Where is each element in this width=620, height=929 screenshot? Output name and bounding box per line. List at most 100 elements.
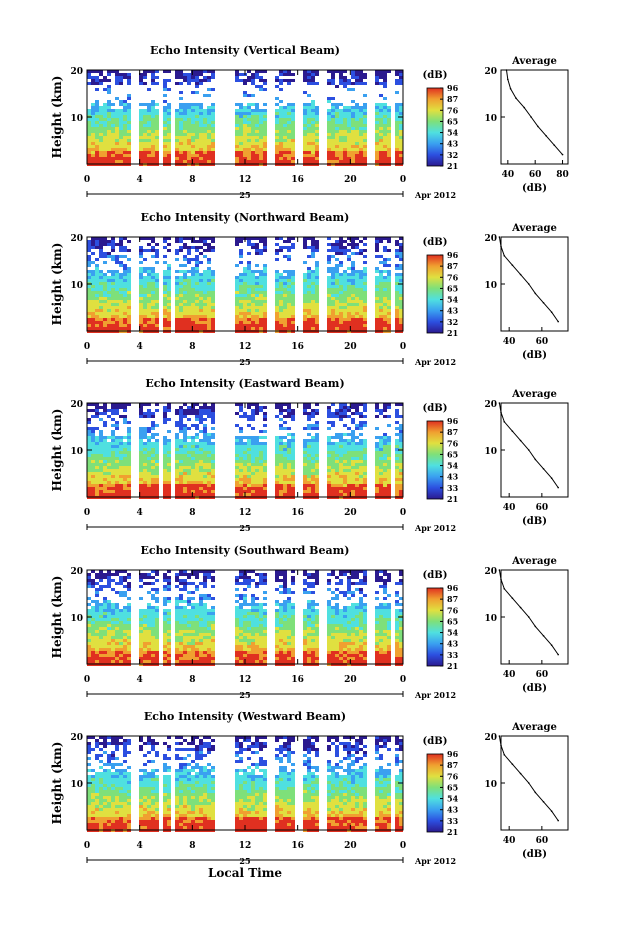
heatmap-cell xyxy=(111,318,115,321)
heatmap-cell xyxy=(147,427,151,430)
heatmap-cell xyxy=(91,279,95,282)
heatmap-cell xyxy=(255,142,259,145)
heatmap-cell xyxy=(163,118,167,121)
heatmap-cell xyxy=(387,142,391,145)
heatmap-cell xyxy=(115,321,119,324)
heatmap-cell xyxy=(147,484,151,487)
heatmap-cell xyxy=(235,103,239,106)
heatmap-cell xyxy=(111,243,115,246)
heatmap-cell xyxy=(387,148,391,151)
heatmap-cell xyxy=(203,139,207,142)
heatmap-cell xyxy=(191,297,195,300)
heatmap-cell xyxy=(143,118,147,121)
heatmap-cell xyxy=(343,403,347,406)
heatmap-cell xyxy=(239,106,243,109)
heatmap-cell xyxy=(87,642,91,645)
heatmap-cell xyxy=(195,463,199,466)
heatmap-cell xyxy=(179,297,183,300)
heatmap-cell xyxy=(355,327,359,330)
heatmap-cell xyxy=(399,112,403,115)
heatmap-cell xyxy=(239,454,243,457)
heatmap-cell xyxy=(91,318,95,321)
heatmap-cell xyxy=(375,79,379,82)
heatmap-cell xyxy=(379,472,383,475)
heatmap-cell xyxy=(287,463,291,466)
heatmap-cell xyxy=(315,321,319,324)
heatmap-cell xyxy=(283,321,287,324)
heatmap-cell xyxy=(291,282,295,285)
heatmap-cell xyxy=(163,460,167,463)
heatmap-cell xyxy=(211,427,215,430)
heatmap-cell xyxy=(399,70,403,73)
heatmap-cell xyxy=(195,267,199,270)
heatmap-cell xyxy=(103,312,107,315)
heatmap-cell xyxy=(335,106,339,109)
heatmap-cell xyxy=(311,309,315,312)
heatmap-cell xyxy=(279,445,283,448)
heatmap-cell xyxy=(203,76,207,79)
heatmap-cell xyxy=(147,460,151,463)
heatmap-cell xyxy=(399,103,403,106)
heatmap-cell xyxy=(91,79,95,82)
heatmap-cell xyxy=(155,451,159,454)
heatmap-cell xyxy=(147,315,151,318)
heatmap-cell xyxy=(211,249,215,252)
heatmap-cell xyxy=(95,318,99,321)
heatmap-cell xyxy=(395,294,399,297)
heatmap-cell xyxy=(343,478,347,481)
heatmap-cell xyxy=(263,487,267,490)
heatmap-cell xyxy=(307,481,311,484)
heatmap-cell xyxy=(123,306,127,309)
heatmap-cell xyxy=(243,127,247,130)
heatmap-cell xyxy=(387,318,391,321)
heatmap-cell xyxy=(311,478,315,481)
heatmap-cell xyxy=(259,303,263,306)
heatmap-cell xyxy=(331,469,335,472)
heatmap-cell xyxy=(239,312,243,315)
heatmap-cell xyxy=(91,579,95,582)
heatmap-cell xyxy=(203,300,207,303)
heatmap-cell xyxy=(111,160,115,163)
heatmap-cell xyxy=(239,279,243,282)
heatmap-cell xyxy=(287,160,291,163)
heatmap-cell xyxy=(255,306,259,309)
heatmap-cell xyxy=(327,285,331,288)
heatmap-cell xyxy=(243,445,247,448)
heatmap-cell xyxy=(107,91,111,94)
heatmap-cells xyxy=(87,570,403,666)
heatmap-cell xyxy=(163,478,167,481)
heatmap-cell xyxy=(87,318,91,321)
heatmap-cell xyxy=(235,142,239,145)
heatmap-cell xyxy=(307,237,311,240)
heatmap-cell xyxy=(251,454,255,457)
heatmap-cell xyxy=(187,412,191,415)
heatmap-cell xyxy=(379,73,383,76)
heatmap-cell xyxy=(167,403,171,406)
heatmap-cell xyxy=(387,145,391,148)
heatmap-cell xyxy=(375,451,379,454)
heatmap-cell xyxy=(211,409,215,412)
heatmap-cell xyxy=(167,490,171,493)
heatmap-cell xyxy=(363,493,367,496)
heatmap-cell xyxy=(179,415,183,418)
heatmap-cell xyxy=(347,88,351,91)
heatmap-cell xyxy=(243,412,247,415)
heatmap-cell xyxy=(203,312,207,315)
heatmap-cell xyxy=(155,148,159,151)
heatmap-cell xyxy=(307,136,311,139)
heatmap-cell xyxy=(111,124,115,127)
heatmap-cell xyxy=(379,303,383,306)
heatmap-cell xyxy=(151,312,155,315)
heatmap-cell xyxy=(243,285,247,288)
heatmap-cell xyxy=(383,118,387,121)
heatmap-cell xyxy=(183,133,187,136)
heatmap-cell xyxy=(115,472,119,475)
heatmap-cell xyxy=(339,409,343,412)
heatmap-cell xyxy=(99,279,103,282)
heatmap-cell xyxy=(375,442,379,445)
heatmap-cell xyxy=(315,133,319,136)
heatmap-cell xyxy=(119,436,123,439)
heatmap-cell xyxy=(307,255,311,258)
heatmap-cell xyxy=(275,291,279,294)
heatmap-cell xyxy=(183,312,187,315)
